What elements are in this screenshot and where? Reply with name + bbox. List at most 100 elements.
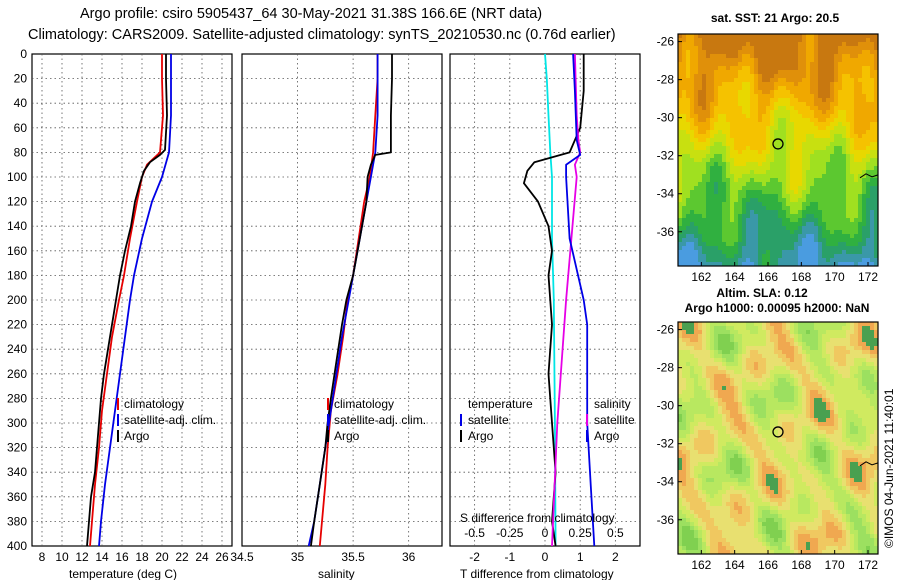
- map-cell: [730, 90, 734, 94]
- map-cell: [870, 346, 874, 350]
- map-cell: [838, 442, 842, 446]
- map-cell: [786, 354, 790, 358]
- map-cell: [782, 34, 786, 38]
- map-cell: [798, 198, 802, 202]
- map-cell: [830, 106, 834, 110]
- map-cell: [730, 342, 734, 346]
- legend-label-temp-argo: Argo: [468, 429, 494, 443]
- map-cell: [694, 382, 698, 386]
- map-cell: [874, 254, 878, 258]
- map-cell: [734, 146, 738, 150]
- map-cell: [810, 234, 814, 238]
- map-cell: [778, 262, 782, 266]
- map-cell: [810, 466, 814, 470]
- map-cell: [874, 34, 878, 38]
- map-cell: [722, 386, 726, 390]
- map-cell: [774, 386, 778, 390]
- map-cell: [758, 126, 762, 130]
- map-cell: [750, 154, 754, 158]
- map-cell: [706, 158, 710, 162]
- map-cell: [818, 354, 822, 358]
- map-cell: [794, 342, 798, 346]
- map-cell: [822, 346, 826, 350]
- map-cell: [678, 378, 682, 382]
- map-cell: [838, 394, 842, 398]
- map-cell: [746, 110, 750, 114]
- map-cell: [866, 198, 870, 202]
- map-cell: [770, 378, 774, 382]
- map-cell: [730, 234, 734, 238]
- map-cell: [834, 118, 838, 122]
- map-cell: [766, 150, 770, 154]
- map-cell: [814, 126, 818, 130]
- map-cell: [854, 222, 858, 226]
- map-cell: [694, 134, 698, 138]
- map-cell: [846, 366, 850, 370]
- map-cell: [786, 238, 790, 242]
- map-cell: [858, 242, 862, 246]
- sla-map-title2: Argo h1000: 0.00095 h2000: NaN: [685, 301, 870, 315]
- map-cell: [754, 254, 758, 258]
- map-cell: [790, 62, 794, 66]
- map-cell: [754, 70, 758, 74]
- map-cell: [694, 122, 698, 126]
- map-cell: [822, 82, 826, 86]
- map-cell: [830, 238, 834, 242]
- map-cell: [874, 382, 878, 386]
- map-cell: [694, 454, 698, 458]
- map-cell: [854, 346, 858, 350]
- map-cell: [734, 234, 738, 238]
- map-cell: [862, 462, 866, 466]
- map-cell: [718, 42, 722, 46]
- map-cell: [686, 70, 690, 74]
- map-cell: [838, 466, 842, 470]
- map-cell: [782, 402, 786, 406]
- map-cell: [762, 66, 766, 70]
- map-cell: [866, 58, 870, 62]
- map-cell: [698, 214, 702, 218]
- map-cell: [826, 322, 830, 326]
- map-cell: [842, 198, 846, 202]
- map-cell: [678, 182, 682, 186]
- map-cell: [838, 162, 842, 166]
- map-cell: [682, 162, 686, 166]
- map-cell: [690, 342, 694, 346]
- map-cell: [830, 470, 834, 474]
- map-cell: [866, 114, 870, 118]
- map-cell: [846, 166, 850, 170]
- map-cell: [758, 210, 762, 214]
- map-cell: [798, 34, 802, 38]
- map-cell: [850, 74, 854, 78]
- map-cell: [686, 454, 690, 458]
- map-cell: [750, 38, 754, 42]
- map-cell: [762, 322, 766, 326]
- map-cell: [786, 426, 790, 430]
- map-cell: [746, 194, 750, 198]
- map-cell: [818, 218, 822, 222]
- map-cell: [770, 470, 774, 474]
- map-cell: [754, 390, 758, 394]
- map-cell: [758, 258, 762, 262]
- map-cell: [850, 146, 854, 150]
- map-cell: [798, 218, 802, 222]
- map-cell: [706, 134, 710, 138]
- map-cell: [678, 214, 682, 218]
- map-cell: [714, 58, 718, 62]
- map-cell: [854, 370, 858, 374]
- map-cell: [754, 98, 758, 102]
- map-cell: [830, 118, 834, 122]
- map-cell: [850, 138, 854, 142]
- map-cell: [766, 130, 770, 134]
- map-cell: [834, 370, 838, 374]
- map-cell: [858, 174, 862, 178]
- map-cell: [738, 262, 742, 266]
- map-cell: [754, 150, 758, 154]
- map-cell: [782, 446, 786, 450]
- map-cell: [778, 338, 782, 342]
- map-cell: [858, 98, 862, 102]
- map-cell: [694, 70, 698, 74]
- map-cell: [814, 358, 818, 362]
- map-cell: [822, 242, 826, 246]
- map-cell: [778, 354, 782, 358]
- map-cell: [722, 358, 726, 362]
